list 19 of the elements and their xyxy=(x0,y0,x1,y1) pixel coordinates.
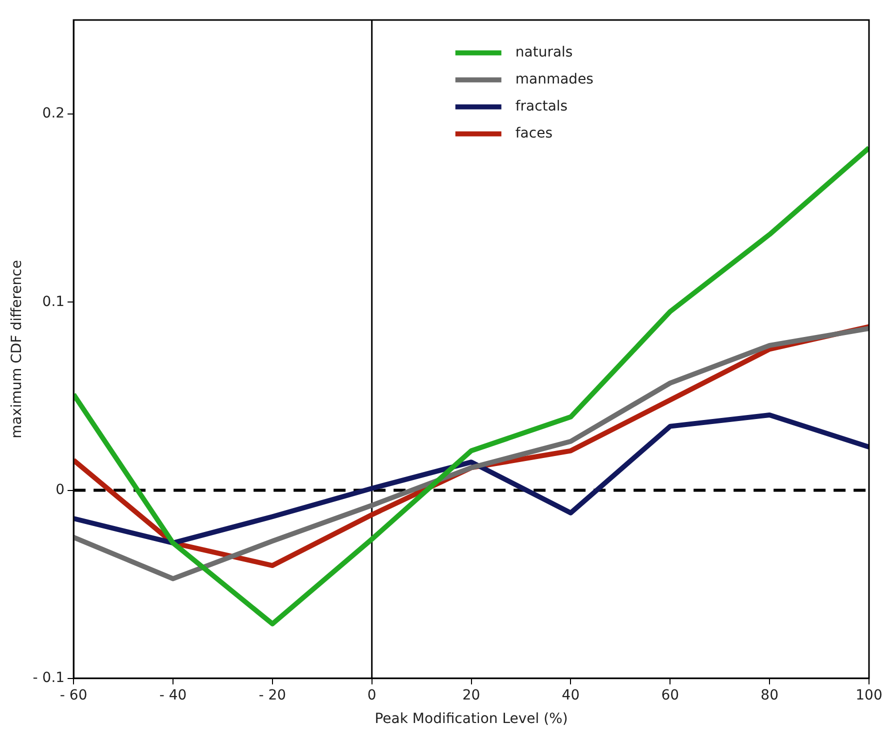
x-tick-label: - 40 xyxy=(159,687,187,704)
y-tick-label: 0.1 xyxy=(42,294,65,310)
x-tick-label: 80 xyxy=(760,687,778,704)
x-tick-label: 0 xyxy=(367,687,376,704)
legend-label: faces xyxy=(515,126,552,142)
x-tick-label: 60 xyxy=(661,687,680,704)
x-tick-label: 40 xyxy=(562,687,580,704)
x-tick-label: 20 xyxy=(462,687,480,704)
legend-label: fractals xyxy=(515,98,568,115)
x-tick-label: - 60 xyxy=(60,687,88,704)
y-tick-label: 0 xyxy=(56,482,65,498)
x-tick-label: 100 xyxy=(856,687,882,704)
legend-label: manmades xyxy=(515,72,594,88)
y-tick-label: - 0.1 xyxy=(32,670,65,686)
x-tick-label: - 20 xyxy=(258,687,286,704)
x-axis-title: Peak Modification Level (%) xyxy=(374,711,568,728)
legend-label: naturals xyxy=(515,44,573,61)
y-tick-label: 0.2 xyxy=(42,106,65,122)
y-axis-title: maximum CDF difference xyxy=(9,260,26,438)
